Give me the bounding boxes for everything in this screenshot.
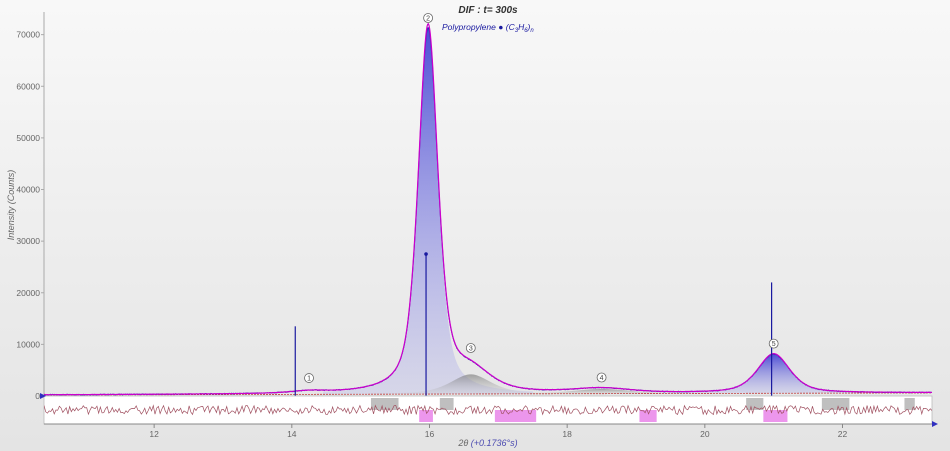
- calculated-curve: [44, 23, 932, 396]
- peak-4-fill: [291, 389, 912, 395]
- y-axis-ticks: 0 10000 20000 30000 40000 50000 60000 70000: [16, 30, 44, 401]
- x-tick-label: 18: [562, 429, 572, 439]
- peak-3-fill: [253, 374, 688, 395]
- peak-marker: [304, 373, 314, 383]
- difference-band: [746, 398, 764, 410]
- y-tick-label: 10000: [16, 339, 40, 349]
- y-zero-marker-icon: [40, 393, 46, 399]
- x-axis-label: 2θ (+0.1736°s): [457, 438, 517, 448]
- x-axis-ticks: 12 14 16 18 20 22: [149, 424, 848, 439]
- x-axis-arrow-icon: [932, 421, 938, 427]
- peak-marker-label: 4: [600, 375, 604, 382]
- difference-band: [439, 398, 454, 410]
- y-tick-label: 50000: [16, 133, 40, 143]
- difference-curve: [44, 404, 932, 416]
- peak-marker: [423, 13, 434, 23]
- x-tick-label: 22: [838, 429, 848, 439]
- difference-band: [904, 398, 915, 410]
- background-line: [44, 392, 932, 396]
- difference-band: [639, 410, 657, 422]
- y-tick-label: 0: [35, 391, 40, 401]
- peak-5-fill: [600, 354, 932, 394]
- chart-title: DIF : t= 300s: [458, 5, 518, 16]
- peak-marker-label: 5: [772, 341, 776, 348]
- y-tick-label: 70000: [16, 30, 40, 40]
- y-axis-label: Intensity (Counts): [6, 170, 16, 241]
- peak-marker-label: 2: [426, 16, 430, 23]
- x-tick-label: 16: [425, 429, 435, 439]
- difference-band: [419, 410, 433, 422]
- peak-marker: [596, 372, 607, 383]
- peak-2-fill: [322, 27, 534, 395]
- difference-band: [370, 398, 399, 410]
- observed-curve: [44, 27, 932, 396]
- phase-label: Polypropylene ● (C3H6)n: [442, 22, 534, 34]
- reference-dot: [424, 252, 428, 256]
- peak-marker: [465, 343, 476, 353]
- x-tick-label: 12: [149, 429, 159, 439]
- difference-band: [494, 410, 537, 422]
- peak-marker-label: 3: [469, 345, 473, 352]
- difference-panel: [43, 395, 933, 425]
- difference-plot: [44, 398, 932, 422]
- plot-area: [44, 23, 932, 396]
- peak-markers: 1 2 3 4 5: [304, 13, 779, 383]
- y-tick-label: 20000: [16, 288, 40, 298]
- x-tick-label: 20: [700, 429, 710, 439]
- y-tick-label: 60000: [16, 81, 40, 91]
- y-tick-label: 40000: [16, 185, 40, 195]
- y-tick-label: 30000: [16, 236, 40, 246]
- x-tick-label: 14: [287, 429, 297, 439]
- difference-band: [821, 398, 850, 410]
- peak-marker-label: 1: [307, 376, 311, 383]
- peak-marker: [768, 338, 779, 349]
